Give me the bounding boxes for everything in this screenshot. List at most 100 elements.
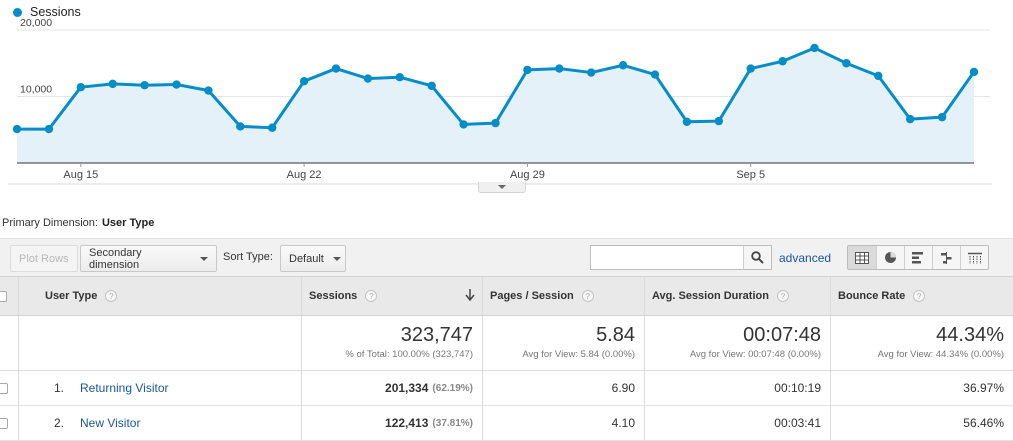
row-dimension-link[interactable]: New Visitor [80, 416, 141, 430]
help-icon[interactable]: ? [776, 290, 789, 302]
sessions-chart: 20,000 10,000 Aug 15 Aug 22 Aug 29 Sep 5 Sess… [0, 0, 1013, 200]
row-dimension-link[interactable]: Returning Visitor [80, 381, 169, 395]
view-comparison-button[interactable] [932, 246, 960, 269]
help-icon[interactable]: ? [365, 290, 378, 302]
view-performance-button[interactable] [904, 246, 932, 269]
data-point [650, 70, 660, 79]
data-point [172, 80, 181, 89]
help-icon[interactable]: ? [105, 290, 118, 302]
x-tick-label: Aug 29 [510, 169, 545, 181]
totals-duration-sub: Avg for View: 00:07:48 (0.00%) [689, 349, 821, 360]
header-pages-label: Pages / Session [490, 290, 574, 302]
sessions-line-chart: 20,000 10,000 Aug 15 Aug 22 Aug 29 Sep 5 [8, 17, 992, 185]
totals-pages: 5.84 Avg for View: 5.84 (0.00%) [483, 316, 645, 370]
y-tick-label: 10,000 [20, 84, 52, 96]
chart-legend: Sessions [13, 5, 81, 19]
table-header-row: User Type ? Sessions ? Pages / Session ?… [0, 276, 1013, 316]
row-pages-cell: 6.90 [483, 371, 645, 405]
secondary-dimension-label: Secondary dimension [89, 246, 142, 271]
data-point [204, 86, 213, 95]
totals-sessions-value: 323,747 [400, 324, 473, 346]
data-table: User Type ? Sessions ? Pages / Session ?… [0, 276, 1013, 441]
pivot-icon [967, 252, 982, 264]
header-duration-label: Avg. Session Duration [652, 290, 769, 302]
data-point [268, 123, 277, 132]
row-select-cell [0, 371, 19, 405]
data-point [523, 65, 532, 75]
totals-pages-value: 5.84 [596, 324, 635, 346]
header-avg-session-duration[interactable]: Avg. Session Duration ? [645, 277, 831, 315]
data-point [459, 120, 468, 129]
row-bounce-cell: 36.97% [831, 371, 1013, 405]
header-bounce-rate[interactable]: Bounce Rate ? [831, 277, 1013, 315]
header-sessions[interactable]: Sessions ? [302, 277, 483, 315]
row-duration-value: 00:10:19 [774, 381, 821, 395]
totals-sessions-sub: % of Total: 100.00% (323,747) [345, 349, 473, 360]
secondary-dimension-dropdown[interactable]: Secondary dimension [80, 245, 217, 272]
data-point [44, 124, 54, 134]
row-dimension-cell: 1. Returning Visitor [19, 371, 302, 405]
row-duration-cell: 00:10:19 [645, 371, 831, 405]
data-point [874, 71, 883, 81]
help-icon[interactable]: ? [581, 290, 594, 302]
row-duration-value: 00:03:41 [774, 416, 821, 430]
totals-bounce: 44.34% Avg for View: 44.34% (0.00%) [831, 316, 1013, 370]
help-icon[interactable]: ? [913, 290, 926, 302]
plot-rows-label: Plot Rows [19, 252, 69, 265]
view-pivot-button[interactable] [960, 246, 988, 269]
view-table-button[interactable] [848, 246, 876, 269]
data-point [969, 67, 979, 77]
header-pages-per-session[interactable]: Pages / Session ? [483, 277, 645, 315]
legend-dot [13, 7, 22, 17]
totals-bounce-sub: Avg for View: 44.34% (0.00%) [877, 349, 1004, 360]
row-sessions-cell: 201,334 (62.19%) [302, 371, 483, 405]
primary-dimension-value[interactable]: User Type [101, 217, 155, 229]
data-point [618, 61, 628, 70]
data-point [299, 77, 309, 86]
row-select-cell [0, 406, 19, 440]
row-number: 2. [54, 416, 65, 430]
data-point [906, 114, 915, 124]
data-point [555, 64, 564, 73]
select-all-cell [0, 277, 19, 315]
data-point [746, 64, 755, 73]
select-all-checkbox[interactable] [0, 290, 7, 302]
data-point [12, 124, 22, 134]
data-point [810, 43, 819, 53]
data-point [842, 59, 851, 68]
row-sessions-percent: (62.19%) [432, 382, 473, 394]
sort-type-dropdown[interactable]: Default [280, 245, 346, 272]
view-pie-button[interactable] [876, 246, 904, 269]
row-number: 1. [54, 381, 65, 395]
totals-row: 323,747 % of Total: 100.00% (323,747) 5.… [0, 316, 1013, 371]
row-checkbox[interactable] [0, 417, 8, 429]
row-bounce-cell: 56.46% [831, 406, 1013, 440]
row-checkbox[interactable] [0, 382, 8, 394]
row-dimension-cell: 2. New Visitor [19, 406, 302, 440]
primary-dimension: Primary Dimension: User Type [2, 217, 154, 229]
plot-rows-button[interactable]: Plot Rows [10, 245, 78, 272]
totals-sessions: 323,747 % of Total: 100.00% (323,747) [302, 316, 483, 370]
search-button[interactable] [743, 246, 771, 269]
table-row: 2. New Visitor 122,413 (37.81%) 4.10 00:… [0, 406, 1013, 441]
row-pages-value: 4.10 [611, 416, 635, 430]
data-point [140, 80, 149, 90]
row-sessions-value: 122,413 [385, 416, 429, 430]
row-pages-value: 6.90 [611, 381, 635, 395]
data-point [587, 68, 596, 77]
chevron-down-icon [332, 256, 341, 261]
grid-icon [855, 251, 869, 264]
x-tick-label: Aug 22 [287, 169, 322, 181]
chart-collapse-handle[interactable] [478, 182, 526, 193]
pie-chart-icon [885, 252, 896, 263]
table-toolbar: Plot Rows Secondary dimension Sort Type:… [0, 238, 1013, 276]
data-point [108, 79, 117, 89]
chevron-down-icon [498, 185, 506, 189]
view-switcher [847, 245, 989, 270]
header-sessions-label: Sessions [309, 290, 358, 302]
header-user-type[interactable]: User Type ? [19, 277, 302, 315]
advanced-filter-link[interactable]: advanced [779, 251, 832, 265]
x-tick-label: Sep 5 [736, 169, 765, 181]
search-icon [751, 251, 764, 264]
search-input[interactable] [591, 246, 743, 269]
